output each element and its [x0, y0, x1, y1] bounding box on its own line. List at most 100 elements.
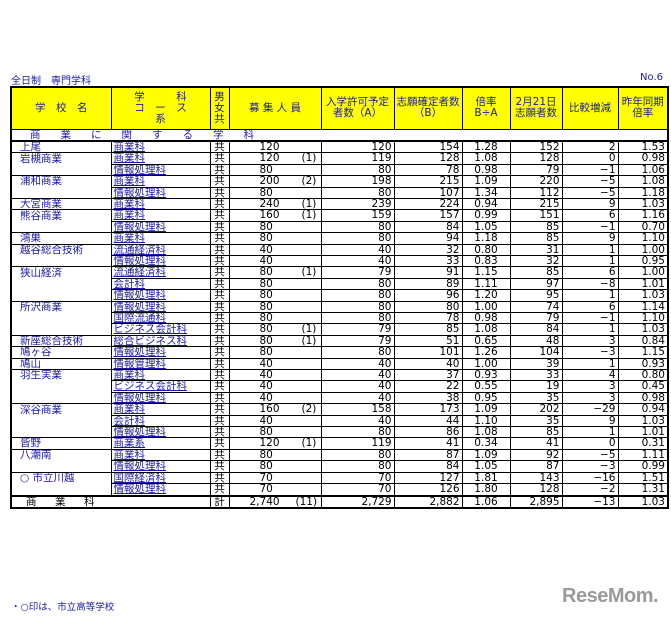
- header-course-line1: 学 科: [134, 90, 187, 103]
- course-link[interactable]: 商業科: [110, 152, 211, 165]
- course-link[interactable]: 情報処理科: [110, 391, 211, 405]
- quota-value: 80: [259, 346, 273, 359]
- course-link[interactable]: 商業科: [110, 369, 211, 382]
- course-link[interactable]: 情報処理科: [110, 254, 211, 268]
- gender: 共: [209, 357, 230, 371]
- course-link[interactable]: 情報処理科: [110, 346, 211, 359]
- quota-value: 40: [259, 369, 273, 381]
- quota-value: 240: [259, 198, 280, 210]
- course-link[interactable]: 情報処理科: [110, 426, 211, 439]
- diff: −5: [561, 448, 619, 462]
- total-diff: −13: [561, 494, 619, 509]
- header-ratio: 倍率 B÷A: [461, 86, 511, 130]
- school-name: [10, 483, 112, 496]
- gender: 共: [209, 277, 230, 291]
- course-link[interactable]: 総合ビジネス科: [110, 334, 211, 348]
- course-link[interactable]: 情報処理科: [110, 289, 211, 302]
- course-link[interactable]: 会計科: [110, 277, 211, 291]
- course-link[interactable]: 情報管理科: [110, 357, 211, 371]
- course-link[interactable]: 商業系: [110, 437, 211, 450]
- course-link[interactable]: 情報処理科: [110, 460, 211, 473]
- feb21-count: 19: [509, 380, 563, 393]
- admit-count: 80: [320, 346, 395, 359]
- school-name: [10, 460, 112, 473]
- diff: 0: [561, 152, 619, 165]
- table-row: 会計科共 80 80 89 1.11 97 −8 1.01: [10, 277, 669, 291]
- prev-ratio: 1.03: [617, 289, 669, 302]
- admit-count: 119: [320, 152, 395, 165]
- school-name: [10, 426, 112, 439]
- applicant-count: 154: [393, 140, 463, 154]
- quota-value: 80: [259, 426, 273, 438]
- course-link[interactable]: 流通経済科: [110, 243, 211, 256]
- total-quota: 2,740 (11): [228, 494, 322, 509]
- ratio: 1.08: [461, 323, 511, 336]
- course-link[interactable]: 商業科: [110, 209, 211, 222]
- quota: 200 (2): [228, 175, 322, 188]
- table-row: 情報処理科共 40 40 38 0.95 35 3 0.98: [10, 391, 669, 405]
- watermark-logo: ReseMom.: [562, 585, 659, 607]
- table-row: 熊谷商業 商業科共 160 (1) 159 157 0.99 151 6 1.16: [10, 209, 669, 222]
- course-link[interactable]: 情報処理科: [110, 300, 211, 314]
- header-admit: 入学許可予定者数（A）: [320, 86, 395, 130]
- gender: 共: [209, 437, 230, 450]
- header-school: 学 校 名: [10, 86, 112, 130]
- total-prev: 1.03: [617, 494, 669, 509]
- course-link[interactable]: 国際経済科: [110, 471, 211, 485]
- total-applicants: 2,882: [393, 494, 463, 509]
- table-row: 国際流通科共 80 80 78 0.98 79 −1 1.10: [10, 311, 669, 325]
- course-link[interactable]: 商業科: [110, 448, 211, 462]
- admit-count: 40: [320, 357, 395, 371]
- gender: 共: [209, 323, 230, 336]
- quota-value: 80: [259, 266, 273, 279]
- gender: 共: [209, 380, 230, 393]
- course-link[interactable]: 商業科: [110, 232, 211, 245]
- school-name: 鳩ヶ谷: [10, 346, 112, 359]
- applicant-count: 78: [393, 163, 463, 177]
- course-link[interactable]: 商業科: [110, 175, 211, 188]
- school-name: [10, 164, 112, 177]
- feb21-count: 104: [509, 346, 563, 359]
- table-row: 上尾 商業科共 120 120 154 1.28 152 2 1.53: [10, 140, 669, 154]
- course-link[interactable]: 情報処理科: [110, 186, 211, 199]
- feb21-count: 41: [509, 437, 563, 450]
- total-ratio: 1.06: [461, 494, 511, 509]
- school-name: 羽生実業: [10, 369, 112, 381]
- total-admit: 2,729: [320, 494, 395, 509]
- school-name: [10, 392, 112, 405]
- quota-value: 40: [259, 358, 273, 370]
- course-link[interactable]: ビジネス会計科: [110, 323, 211, 336]
- quota: 40: [228, 357, 322, 371]
- feb21-count: 97: [509, 277, 563, 291]
- applicant-count: 126: [393, 483, 463, 496]
- course-link[interactable]: 情報処理科: [110, 483, 211, 496]
- course-link[interactable]: 情報処理科: [110, 220, 211, 234]
- course-link[interactable]: 情報処理科: [110, 163, 211, 177]
- table-row: 大宮商業 商業科共 240 (1) 239 224 0.94 215 9 1.03: [10, 197, 669, 211]
- diff: −8: [561, 277, 619, 291]
- admit-count: 198: [320, 175, 395, 188]
- course-link[interactable]: 商業科: [110, 197, 211, 211]
- course-link[interactable]: 国際流通科: [110, 311, 211, 325]
- course-link[interactable]: 商業科: [110, 140, 211, 154]
- admit-count: 40: [320, 380, 395, 393]
- applicant-count: 32: [393, 243, 463, 256]
- applicant-count: 94: [393, 232, 463, 245]
- course-link[interactable]: ビジネス会計科: [110, 380, 211, 393]
- applicant-count: 89: [393, 277, 463, 291]
- quota-value: 80: [259, 335, 273, 347]
- gender: 共: [209, 448, 230, 462]
- admit-count: 40: [320, 254, 395, 268]
- quota-value: 70: [259, 472, 273, 484]
- ratio: 1.34: [461, 186, 511, 199]
- course-link[interactable]: 流通経済科: [110, 266, 211, 279]
- course-link[interactable]: 商業科: [110, 403, 211, 416]
- ratio: 0.34: [461, 437, 511, 450]
- ratio: 0.98: [461, 311, 511, 325]
- quota-value: 80: [259, 301, 273, 313]
- course-link[interactable]: 会計科: [110, 414, 211, 428]
- feb21-count: 79: [509, 311, 563, 325]
- prev-ratio: 0.45: [617, 380, 669, 393]
- gender: 共: [209, 197, 230, 211]
- diff: −1: [561, 220, 619, 234]
